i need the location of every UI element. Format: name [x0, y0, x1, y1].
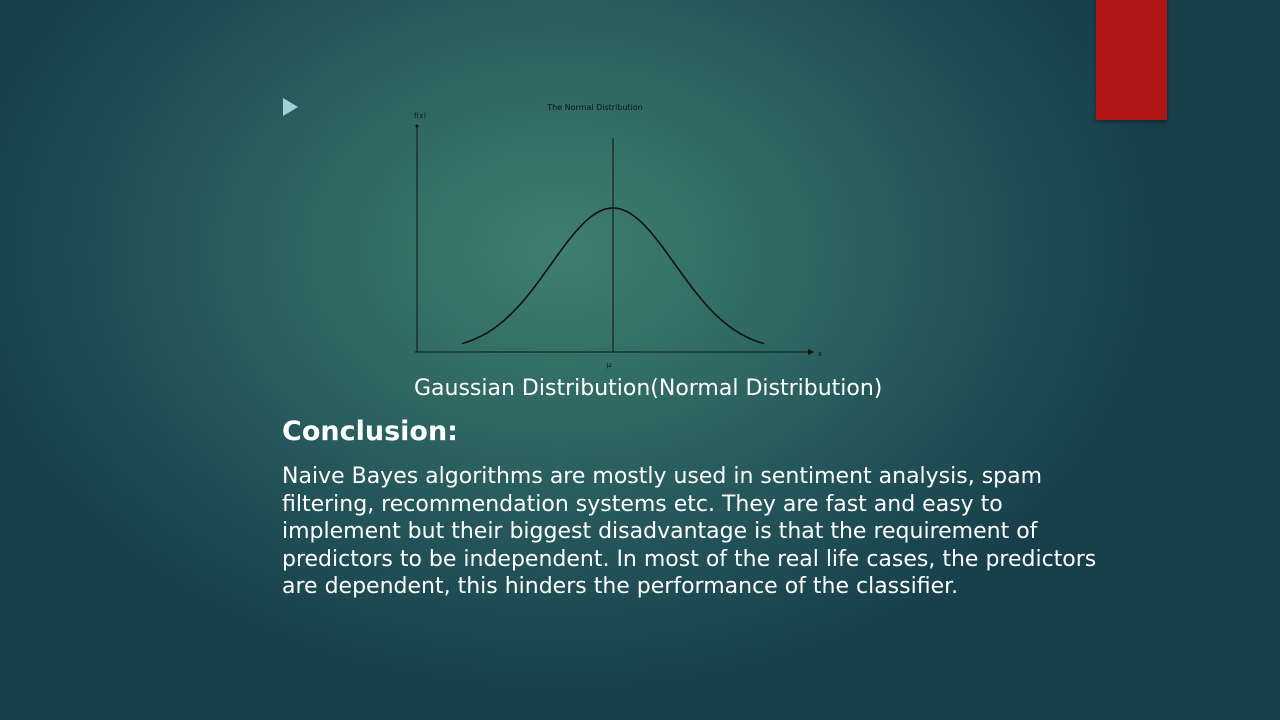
- chart-title: The Normal Distribution: [546, 103, 643, 112]
- chart-svg: The Normal Distribution f(x) x μ: [414, 103, 822, 369]
- body-line: are dependent, this hinders the performa…: [282, 574, 959, 599]
- conclusion-body: Naive Bayes algorithms are mostly used i…: [282, 463, 1212, 601]
- chart-caption: Gaussian Distribution(Normal Distributio…: [414, 376, 883, 401]
- body-line: filtering, recommendation systems etc. T…: [282, 491, 1003, 517]
- x-axis-arrow: [808, 349, 814, 355]
- x-tick-mu: μ: [607, 361, 612, 369]
- triangle-right-icon: [283, 98, 298, 116]
- body-line: implement but their biggest disadvantage…: [282, 519, 1038, 544]
- body-line: Naive Bayes algorithms are mostly used i…: [282, 464, 1043, 489]
- y-axis-arrow: [415, 124, 419, 128]
- y-axis-label: f(x): [414, 112, 426, 120]
- normal-distribution-chart: The Normal Distribution f(x) x μ: [400, 98, 830, 370]
- accent-bar: [1096, 0, 1167, 120]
- x-axis-label: x: [818, 350, 822, 358]
- conclusion-heading: Conclusion:: [282, 416, 458, 447]
- normal-curve: [461, 207, 765, 345]
- body-line: predictors to be independent. In most of…: [282, 546, 1097, 572]
